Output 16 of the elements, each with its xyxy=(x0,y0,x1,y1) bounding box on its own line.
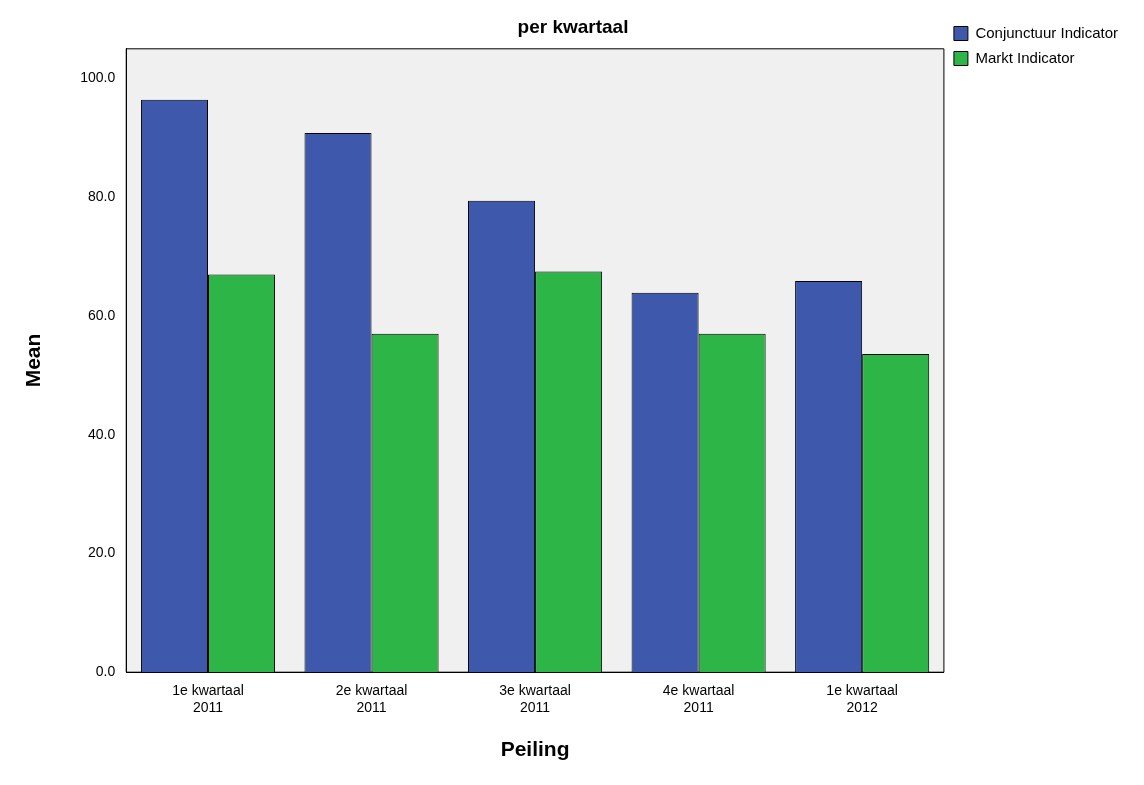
legend-label: Markt Indicator xyxy=(975,48,1075,66)
legend-label: Conjunctuur Indicator xyxy=(975,23,1119,41)
x-tick-label: 4e kwartaal 2011 xyxy=(662,682,735,716)
x-axis-title: Peiling xyxy=(500,737,570,761)
y-tick-label: 100.0 xyxy=(80,69,116,86)
y-tick-label: 0.0 xyxy=(95,663,116,680)
y-tick-label: 40.0 xyxy=(87,425,116,442)
y-tick-label: 60.0 xyxy=(87,306,116,323)
y-tick-label: 20.0 xyxy=(87,544,116,561)
chart-title: per kwartaal xyxy=(517,15,629,37)
x-tick-label: 1e kwartaal 2011 xyxy=(172,682,244,716)
y-tick-label: 80.0 xyxy=(87,188,116,205)
y-axis-title: Mean xyxy=(21,333,45,388)
x-tick-label: 1e kwartaal 2012 xyxy=(826,682,898,716)
x-tick-label: 3e kwartaal 2011 xyxy=(499,682,571,716)
x-tick-label: 2e kwartaal 2011 xyxy=(335,682,408,716)
